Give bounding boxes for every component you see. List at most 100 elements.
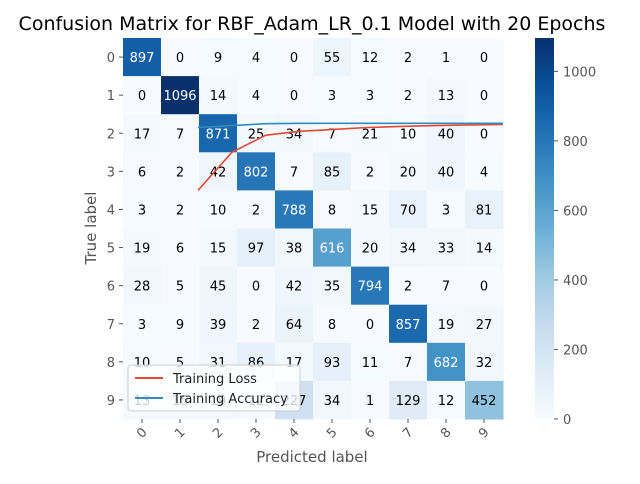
cell-value: 39 xyxy=(210,318,227,333)
y-tick-labels: 0 1 2 3 4 5 6 7 8 9 xyxy=(107,51,123,409)
cell-value: 10 xyxy=(400,127,417,142)
cell-value: 1 xyxy=(442,51,450,66)
matrix-cell xyxy=(389,228,428,268)
cell-value: 3 xyxy=(138,203,146,218)
cell-value: 897 xyxy=(130,51,155,66)
legend-box xyxy=(127,364,301,412)
matrix-cell xyxy=(123,114,162,153)
matrix-cell xyxy=(465,266,504,306)
y-tick-label: 3 xyxy=(107,165,115,180)
y-tick-label: 9 xyxy=(107,394,115,409)
matrix-cell xyxy=(237,304,276,344)
matrix-cell xyxy=(275,228,314,268)
x-tick-label: 9 xyxy=(476,425,492,441)
cell-value: 6 xyxy=(138,165,146,180)
x-tick-labels: 0 1 2 3 4 5 6 7 8 9 xyxy=(134,419,493,442)
matrix-cell xyxy=(351,266,390,306)
matrix-cell xyxy=(351,190,390,229)
cell-value: 4 xyxy=(252,89,260,104)
legend-entry: Training Accuracy xyxy=(172,392,288,407)
cell-value: 2 xyxy=(404,280,412,295)
cell-value: 20 xyxy=(400,165,417,180)
legend: Training Loss Training Accuracy xyxy=(127,364,301,412)
matrix-cell xyxy=(161,304,200,344)
y-tick-label: 0 xyxy=(107,51,115,66)
matrix-cell xyxy=(237,152,276,191)
matrix-cell xyxy=(389,152,428,191)
matrix-cell xyxy=(351,228,390,268)
cell-value: 13 xyxy=(438,89,455,104)
matrix-cell xyxy=(427,304,466,344)
matrix-cell xyxy=(313,152,352,191)
matrix-cell xyxy=(199,152,238,191)
matrix-cell xyxy=(427,342,466,382)
matrix-cells xyxy=(123,38,504,420)
y-tick-label: 4 xyxy=(107,203,115,218)
colorbar-tick-label: 600 xyxy=(563,204,588,219)
matrix-cell xyxy=(161,38,200,77)
cell-value: 8 xyxy=(328,203,336,218)
colorbar-tick-label: 800 xyxy=(563,135,588,150)
matrix-cell xyxy=(123,304,162,344)
matrix-cell xyxy=(275,190,314,229)
cell-value: 3 xyxy=(442,203,450,218)
matrix-cell xyxy=(313,114,352,153)
x-tick-label: 1 xyxy=(172,425,188,441)
cell-value: 0 xyxy=(480,51,488,66)
colorbar-tick-label: 0 xyxy=(563,413,571,428)
cell-value: 0 xyxy=(176,51,184,66)
cell-value: 35 xyxy=(324,280,341,295)
cell-value: 64 xyxy=(286,318,303,333)
matrix-cell xyxy=(465,190,504,229)
matrix-cell xyxy=(427,266,466,306)
cell-value: 85 xyxy=(324,165,341,180)
cell-value: 42 xyxy=(210,165,227,180)
cell-value: 40 xyxy=(438,127,455,142)
cell-value: 10 xyxy=(210,203,227,218)
matrix-cell xyxy=(123,76,162,115)
matrix-cell xyxy=(275,266,314,306)
matrix-cell xyxy=(237,38,276,77)
matrix-cell xyxy=(351,76,390,115)
matrix-cell xyxy=(275,152,314,191)
matrix-cell xyxy=(351,380,390,420)
matrix-cell xyxy=(351,114,390,153)
cell-value: 2 xyxy=(252,318,260,333)
cell-value: 38 xyxy=(286,242,303,257)
matrix-cell xyxy=(199,76,238,115)
cell-value: 93 xyxy=(324,356,341,371)
cell-value: 34 xyxy=(324,394,341,409)
cell-value: 616 xyxy=(320,242,345,257)
x-tick-label: 7 xyxy=(400,425,416,441)
cell-value: 2 xyxy=(176,165,184,180)
cell-value: 70 xyxy=(400,203,417,218)
cell-value: 0 xyxy=(366,318,374,333)
matrix-cell xyxy=(123,190,162,229)
cell-value: 5 xyxy=(176,280,184,295)
matrix-cell xyxy=(313,266,352,306)
matrix-cell xyxy=(123,152,162,191)
cell-value: 4 xyxy=(480,165,488,180)
matrix-cell xyxy=(161,76,200,115)
matrix-cell xyxy=(351,38,390,77)
x-tick-label: 6 xyxy=(362,425,378,441)
cell-value: 0 xyxy=(290,51,298,66)
matrix-cell xyxy=(465,380,504,420)
cell-value: 682 xyxy=(434,356,459,371)
matrix-cell xyxy=(389,380,428,420)
cell-value: 55 xyxy=(324,51,341,66)
cell-value: 7 xyxy=(442,280,450,295)
cell-value: 2 xyxy=(404,51,412,66)
matrix-cell xyxy=(427,228,466,268)
colorbar-gradient xyxy=(535,38,554,419)
matrix-cell xyxy=(427,76,466,115)
matrix-cell xyxy=(161,114,200,153)
cell-value: 33 xyxy=(438,242,455,257)
cell-value: 19 xyxy=(134,242,151,257)
cell-value: 11 xyxy=(362,356,379,371)
cell-value: 14 xyxy=(476,242,493,257)
colorbar: 0 200 400 600 800 1000 xyxy=(535,38,596,428)
y-tick-label: 5 xyxy=(107,242,115,257)
training-lines xyxy=(197,122,504,191)
